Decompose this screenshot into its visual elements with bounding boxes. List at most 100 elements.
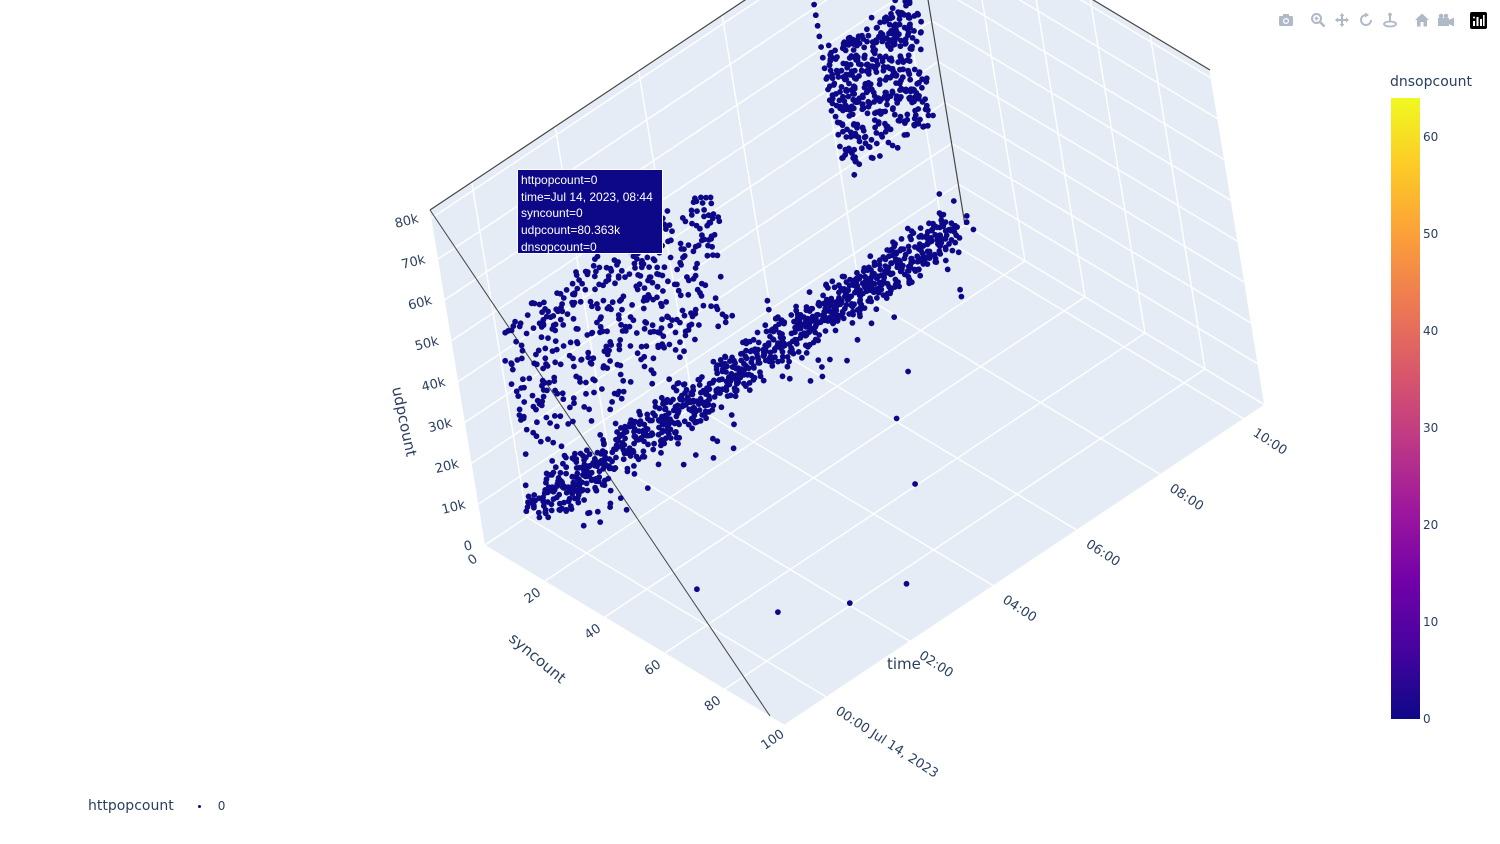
data-point[interactable] (618, 395, 625, 402)
turntable-icon[interactable] (1378, 8, 1402, 32)
data-point[interactable] (557, 413, 564, 420)
data-point[interactable] (555, 308, 561, 315)
data-point[interactable] (893, 72, 900, 79)
data-point[interactable] (815, 357, 822, 363)
data-point[interactable] (741, 360, 747, 367)
data-point[interactable] (723, 383, 730, 390)
data-point[interactable] (861, 55, 868, 61)
data-point[interactable] (624, 468, 631, 475)
data-point[interactable] (696, 322, 702, 328)
data-point[interactable] (630, 447, 636, 454)
data-point[interactable] (655, 344, 662, 351)
data-point[interactable] (911, 121, 917, 128)
data-point[interactable] (607, 339, 614, 345)
data-point[interactable] (897, 268, 904, 275)
data-point[interactable] (603, 264, 610, 271)
data-point[interactable] (870, 48, 877, 54)
data-point[interactable] (571, 480, 577, 487)
data-point[interactable] (848, 105, 855, 111)
data-point[interactable] (641, 421, 648, 428)
data-point[interactable] (755, 359, 762, 366)
data-point[interactable] (903, 580, 910, 587)
data-point[interactable] (663, 299, 670, 305)
data-point[interactable] (516, 406, 523, 413)
data-point[interactable] (703, 194, 709, 201)
data-point[interactable] (894, 144, 901, 151)
data-point[interactable] (762, 349, 768, 355)
data-point[interactable] (574, 326, 581, 332)
data-point[interactable] (844, 64, 851, 71)
data-point[interactable] (887, 15, 894, 22)
data-point[interactable] (597, 329, 603, 336)
data-point[interactable] (695, 242, 702, 249)
data-point[interactable] (631, 463, 637, 469)
data-point[interactable] (616, 342, 623, 349)
data-point[interactable] (901, 87, 908, 94)
data-point[interactable] (584, 332, 591, 338)
data-point[interactable] (911, 66, 918, 73)
data-point[interactable] (582, 286, 589, 293)
data-point[interactable] (884, 266, 891, 272)
data-point[interactable] (846, 282, 853, 289)
data-point[interactable] (873, 69, 880, 75)
data-point[interactable] (692, 408, 699, 415)
data-point[interactable] (644, 254, 651, 261)
data-point[interactable] (647, 417, 653, 424)
data-point[interactable] (621, 442, 628, 448)
data-point[interactable] (526, 375, 533, 382)
data-point[interactable] (715, 323, 722, 330)
data-point[interactable] (710, 358, 717, 365)
data-point[interactable] (799, 321, 805, 328)
data-point[interactable] (677, 339, 683, 345)
data-point[interactable] (889, 142, 896, 149)
data-point[interactable] (529, 300, 536, 306)
data-point[interactable] (832, 47, 838, 54)
data-point[interactable] (741, 380, 747, 387)
data-point[interactable] (533, 433, 540, 440)
data-point[interactable] (772, 315, 779, 322)
data-point[interactable] (892, 0, 899, 4)
data-point[interactable] (754, 354, 761, 360)
data-point[interactable] (622, 423, 628, 430)
data-point[interactable] (788, 312, 795, 318)
data-point[interactable] (636, 428, 642, 435)
data-point[interactable] (636, 281, 643, 288)
data-point[interactable] (862, 284, 869, 291)
data-point[interactable] (641, 363, 648, 370)
data-point[interactable] (772, 354, 778, 361)
data-point[interactable] (560, 295, 567, 301)
data-point[interactable] (848, 293, 855, 300)
data-point[interactable] (652, 399, 658, 405)
data-point[interactable] (522, 451, 529, 457)
data-point[interactable] (854, 282, 861, 289)
data-point[interactable] (681, 348, 687, 355)
data-point[interactable] (597, 432, 604, 438)
data-point[interactable] (833, 102, 840, 109)
data-point[interactable] (918, 29, 924, 35)
data-point[interactable] (570, 302, 576, 308)
orbit-icon[interactable] (1354, 8, 1378, 32)
data-point[interactable] (905, 243, 912, 250)
data-point[interactable] (553, 346, 560, 353)
data-point[interactable] (525, 493, 532, 500)
data-point[interactable] (674, 266, 680, 273)
data-point[interactable] (917, 272, 924, 279)
data-point[interactable] (843, 103, 849, 109)
data-point[interactable] (638, 356, 644, 363)
data-point[interactable] (892, 31, 899, 38)
data-point[interactable] (730, 445, 737, 452)
data-point[interactable] (689, 313, 696, 320)
data-point[interactable] (906, 278, 913, 285)
data-point[interactable] (537, 438, 544, 445)
data-point[interactable] (583, 464, 590, 471)
data-point[interactable] (637, 418, 644, 424)
data-point[interactable] (872, 124, 878, 131)
data-point[interactable] (938, 217, 945, 224)
data-point[interactable] (716, 218, 723, 225)
data-point[interactable] (662, 435, 669, 442)
data-point[interactable] (883, 89, 889, 96)
data-point[interactable] (513, 388, 520, 395)
data-point[interactable] (732, 393, 739, 400)
data-point[interactable] (767, 349, 774, 356)
data-point[interactable] (658, 325, 665, 331)
